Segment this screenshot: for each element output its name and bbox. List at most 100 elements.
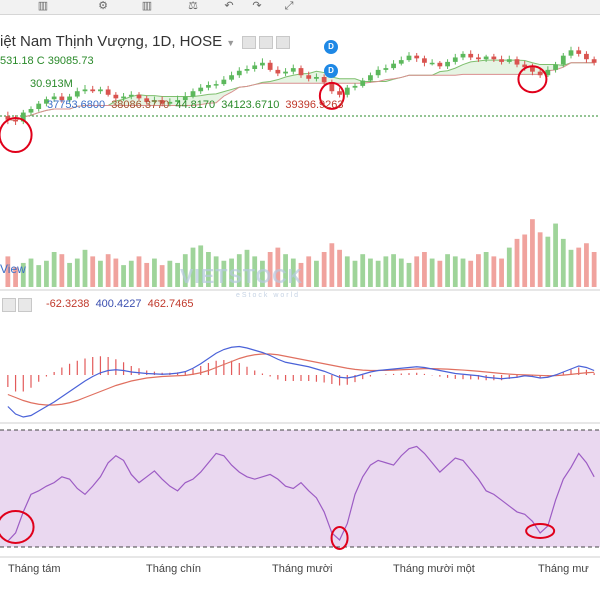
volume-bar	[44, 260, 49, 287]
candle-body	[221, 79, 227, 85]
candle-body	[460, 53, 466, 58]
volume-bar	[13, 267, 18, 287]
volume-bar	[236, 254, 242, 287]
candle-icon[interactable]: ▥	[37, 0, 49, 12]
volume-bar	[306, 256, 312, 287]
candle	[267, 60, 273, 72]
volume-bar	[391, 254, 396, 287]
candle-body	[159, 100, 165, 104]
candle	[90, 85, 96, 93]
undo-icon[interactable]: ↶	[224, 0, 234, 12]
rsi-band	[0, 430, 600, 547]
chart-title: iệt Nam Thịnh Vượng, 1D, HOSE ▼	[0, 33, 291, 50]
candle-body	[499, 59, 504, 62]
candle-body	[229, 75, 234, 80]
volume-bar	[375, 260, 381, 287]
volume-bar	[67, 262, 72, 287]
ichimoku-value: 38086.3770	[111, 99, 170, 111]
volume-bar	[229, 258, 234, 287]
toolbar: ▥ ⚙ ▥ ⚖ ↶ ↷ ⤢	[0, 0, 600, 15]
annotation-circle	[0, 117, 33, 153]
candle	[429, 59, 435, 66]
volume-bar	[591, 252, 597, 287]
candle-body	[182, 96, 188, 101]
candle-body	[568, 50, 574, 56]
candle	[321, 74, 327, 85]
volume-bar	[28, 258, 34, 287]
close-icon[interactable]	[18, 298, 32, 312]
volume-bar	[491, 256, 497, 287]
candle	[476, 53, 481, 62]
candle-body	[190, 91, 196, 97]
candle-body	[545, 69, 551, 76]
settings-icon[interactable]: ⚙	[98, 0, 108, 12]
close-icon[interactable]	[276, 35, 291, 49]
candle	[560, 53, 566, 68]
volume-bar	[290, 258, 296, 287]
volume-bar	[144, 262, 150, 287]
volume-bar	[36, 265, 42, 287]
candle-body	[113, 94, 119, 99]
ohlc-readout: 531.18 C 39085.73	[0, 55, 94, 67]
annotation-circle	[318, 81, 345, 110]
volume-bar	[59, 254, 65, 287]
volume-bar	[522, 234, 528, 287]
candle-body	[28, 109, 34, 113]
candle	[121, 93, 126, 101]
candle-body	[260, 62, 265, 66]
candle-body	[406, 55, 412, 61]
candle	[260, 58, 265, 69]
candle	[360, 77, 366, 88]
candle	[398, 56, 404, 66]
redo-icon[interactable]: ↷	[252, 0, 262, 12]
volume-bar	[298, 262, 304, 287]
volume-bar	[98, 260, 103, 287]
fullscreen-icon[interactable]: ⤢	[284, 0, 294, 12]
candle-body	[398, 60, 404, 64]
candle	[452, 53, 458, 65]
eye-icon[interactable]	[242, 35, 257, 49]
candle	[159, 96, 165, 107]
candle-body	[375, 69, 381, 76]
volume-bar	[82, 249, 88, 287]
compare-icon[interactable]: ⚖	[188, 0, 198, 12]
macd-line	[7, 345, 595, 418]
volume-bar	[198, 245, 204, 287]
dividend-badge[interactable]: D	[324, 40, 338, 54]
volume-bar	[90, 256, 96, 287]
chevron-down-icon[interactable]: ▼	[226, 38, 236, 48]
candle-body	[175, 100, 180, 102]
candle-body	[560, 55, 566, 65]
candle-body	[51, 96, 57, 100]
bars-icon[interactable]: ▥	[141, 0, 153, 12]
settings-icon[interactable]	[259, 35, 274, 49]
dividend-badge[interactable]: D	[324, 64, 338, 78]
candle	[491, 53, 497, 62]
candle-body	[522, 64, 528, 68]
candle	[290, 64, 296, 75]
candle-body	[74, 91, 80, 97]
volume-bar	[360, 254, 366, 287]
ichimoku-value: 37753.6800	[47, 99, 106, 111]
eye-icon[interactable]	[2, 298, 16, 312]
candle-body	[283, 71, 288, 74]
volume-bar	[368, 258, 373, 287]
volume-bar	[121, 265, 126, 287]
candle-body	[167, 101, 173, 104]
volume-bar	[206, 252, 211, 287]
volume-bar	[182, 254, 188, 287]
volume-bar	[51, 252, 57, 287]
candle	[244, 65, 250, 74]
candle	[236, 67, 242, 78]
rsi-line	[7, 445, 595, 542]
candle	[105, 85, 111, 97]
candle-body	[136, 94, 142, 99]
x-tick-label: Tháng tám	[8, 563, 61, 575]
candle-body	[67, 96, 72, 101]
candle	[198, 84, 204, 94]
candle-body	[198, 87, 204, 92]
candle	[352, 83, 358, 91]
candle-body	[514, 59, 520, 65]
